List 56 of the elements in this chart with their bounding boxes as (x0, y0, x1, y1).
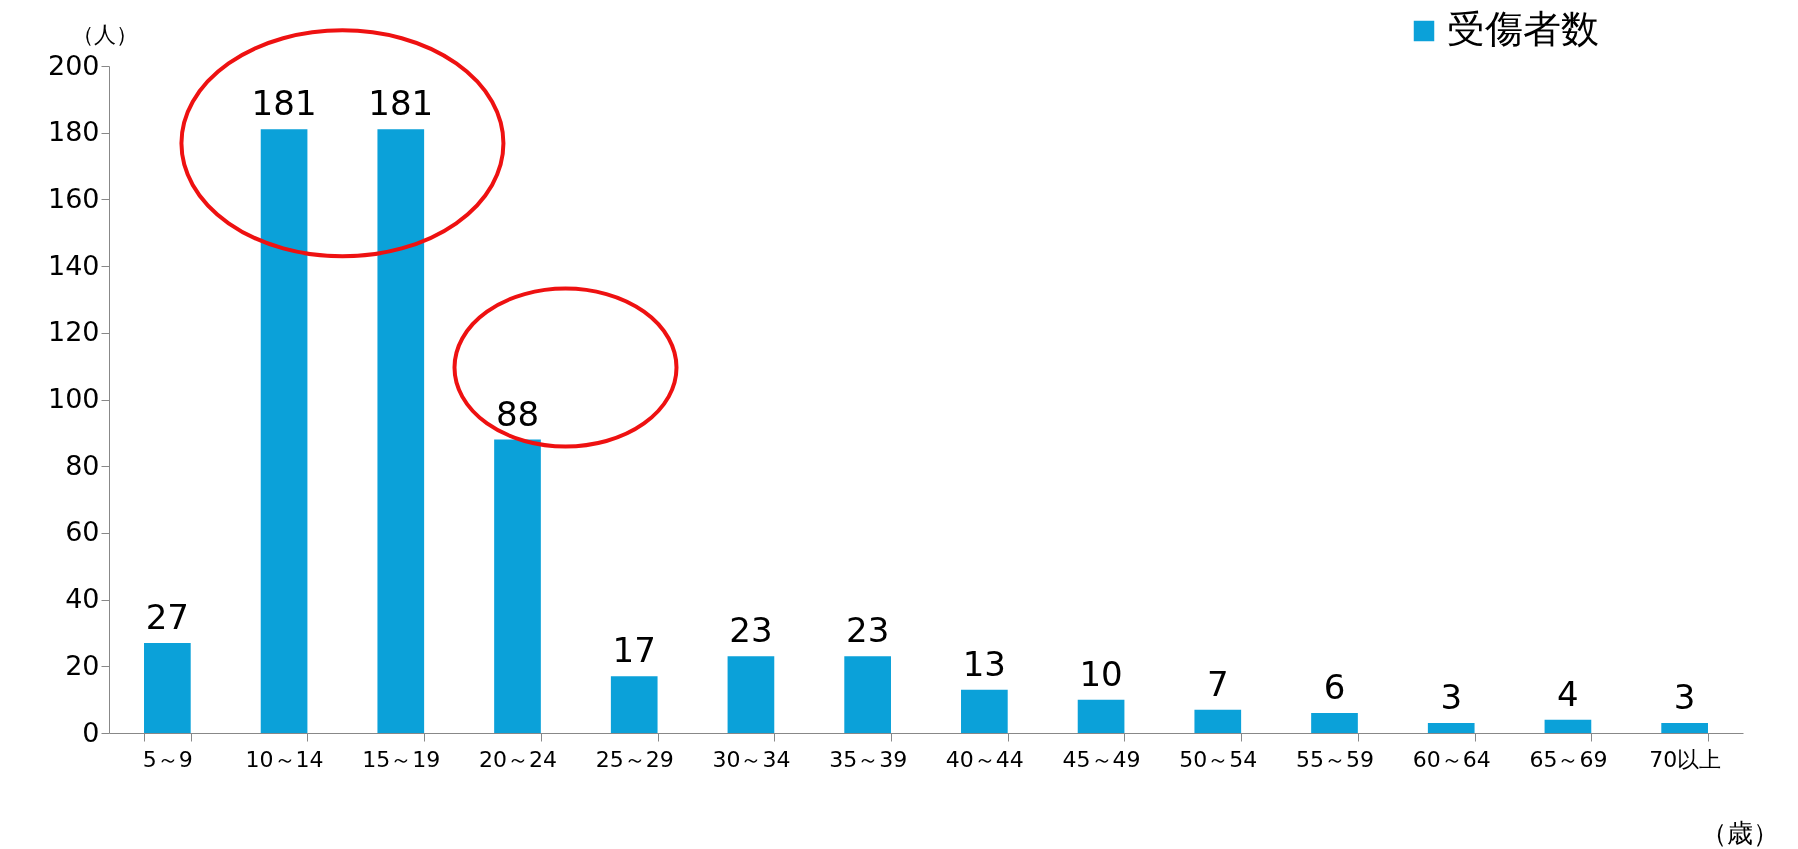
y-tick-label: 140 (47, 249, 100, 281)
y-tick-label: 120 (47, 316, 100, 348)
data-label: 181 (368, 83, 434, 124)
data-label: 10 (1079, 653, 1123, 694)
data-label: 3 (1673, 676, 1696, 717)
bar (260, 129, 308, 733)
data-label: 23 (846, 610, 890, 651)
x-tick-label: 45～49 (1062, 746, 1141, 772)
data-label: 3 (1440, 676, 1463, 717)
y-tick-label: 20 (65, 649, 100, 681)
y-tick-label: 40 (65, 583, 100, 615)
bar (494, 439, 541, 733)
bar (961, 689, 1008, 733)
y-tick-label: 180 (47, 116, 100, 148)
x-tick-label: 30～34 (712, 746, 791, 772)
bar (1661, 723, 1708, 733)
bar (1427, 723, 1475, 733)
y-axis-title: （人） (71, 21, 138, 47)
x-tick-label: 15～19 (362, 746, 441, 772)
bar (1311, 712, 1358, 733)
x-tick-label: 5～9 (142, 746, 193, 772)
data-label: 23 (729, 610, 773, 651)
data-label: 181 (251, 83, 317, 124)
bar (727, 656, 775, 733)
bar (377, 129, 425, 733)
y-tick-label: 60 (65, 516, 100, 548)
data-label: 17 (612, 630, 656, 671)
data-label: 27 (145, 596, 189, 637)
data-label: 7 (1206, 663, 1229, 704)
y-tick-label: 100 (47, 383, 100, 414)
x-tick-label: 25～29 (595, 746, 674, 772)
x-axis-title: （歳） (1700, 817, 1779, 848)
bar (1544, 719, 1592, 733)
x-tick-label: 55～59 (1296, 746, 1374, 772)
data-label: 13 (962, 643, 1006, 684)
x-tick-label: 40～44 (945, 746, 1024, 772)
y-tick-label: 160 (47, 182, 100, 214)
bar (144, 642, 191, 733)
bar (1194, 709, 1242, 733)
legend-label: 受傷者数 (1447, 7, 1599, 51)
y-tick-label: 200 (47, 49, 100, 81)
x-tick-label: 70以上 (1649, 746, 1722, 772)
x-tick-label: 65～69 (1529, 746, 1608, 772)
data-label: 88 (495, 393, 540, 434)
data-label: 4 (1557, 673, 1579, 714)
x-tick-label: 60～64 (1412, 746, 1491, 772)
bar (1077, 699, 1125, 733)
data-label: 6 (1323, 666, 1346, 707)
x-tick-label: 20～24 (479, 746, 557, 772)
bar (844, 656, 891, 733)
x-tick-label: 10～14 (245, 746, 324, 772)
y-tick-label: 0 (82, 716, 100, 748)
x-tick-label: 50～54 (1179, 746, 1258, 772)
y-tick-label: 80 (65, 449, 100, 481)
x-tick-label: 35～39 (829, 746, 908, 772)
bar (610, 676, 658, 733)
